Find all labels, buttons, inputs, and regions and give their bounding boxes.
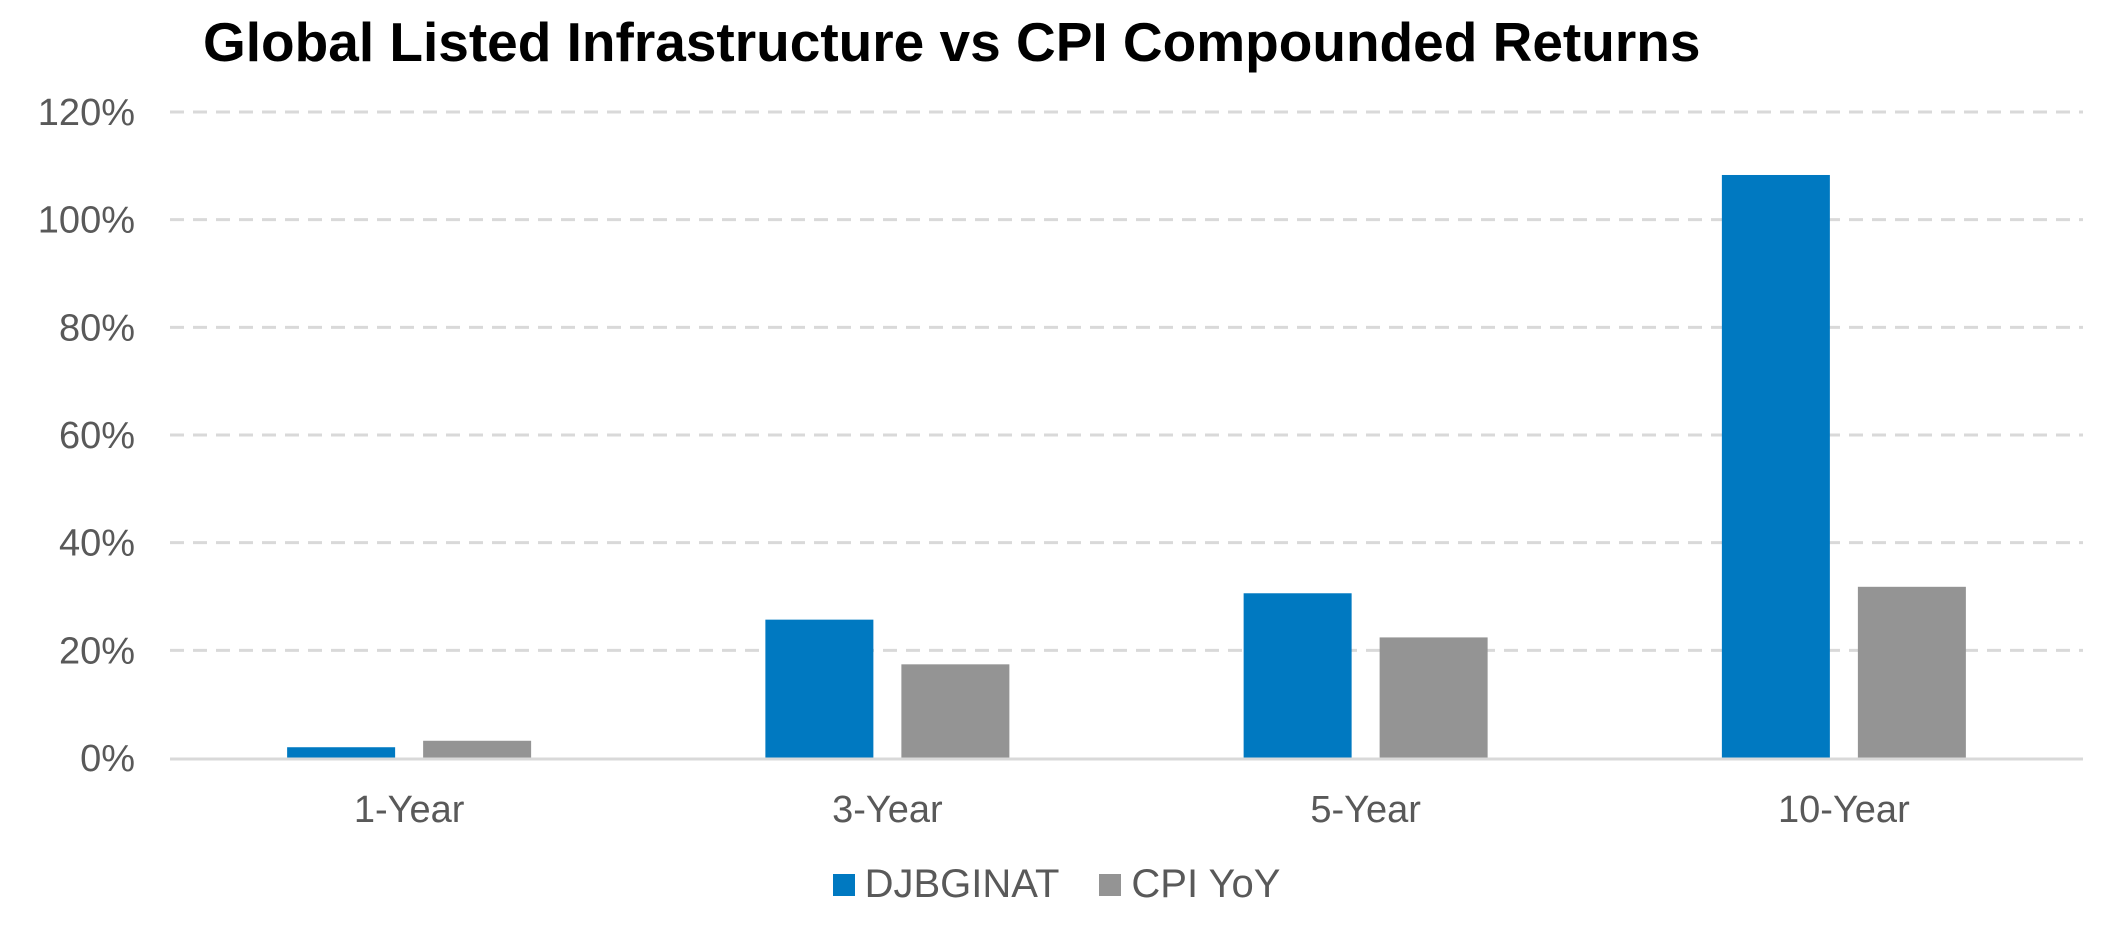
x-tick-label: 3-Year xyxy=(832,789,943,831)
legend-label-cpi-yoy: CPI YoY xyxy=(1131,862,1281,906)
y-tick-label: 120% xyxy=(38,92,135,134)
legend-swatch-djbginat xyxy=(832,873,855,896)
y-tick-label: 100% xyxy=(38,200,135,242)
bar-cpi-yoy-3-year xyxy=(901,664,1010,758)
y-tick-label: 40% xyxy=(59,523,135,565)
axes: 0% 20% 40% 60% 80% 100% 120% 1-Year 3-Year 5-Year… xyxy=(38,92,2083,831)
y-tick-label: 0% xyxy=(80,738,135,780)
x-tick-label: 1-Year xyxy=(354,789,465,831)
x-tick-label: 10-Year xyxy=(1778,789,1910,831)
y-tick-label: 20% xyxy=(59,630,135,672)
bar-cpi-yoy-10-year xyxy=(1857,586,1966,758)
y-tick-label: 80% xyxy=(59,307,135,349)
bar-djbginat-5-year xyxy=(1243,593,1352,758)
legend-label-djbginat: DJBGINAT xyxy=(864,862,1060,906)
bar-cpi-yoy-1-year xyxy=(423,740,532,758)
legend-item-djbginat: DJBGINAT xyxy=(832,862,1060,907)
chart-title: Global Listed Infrastructure vs CPI Comp… xyxy=(203,11,1701,73)
bar-cpi-yoy-5-year xyxy=(1379,637,1488,758)
bar-djbginat-3-year xyxy=(765,619,874,758)
bar-djbginat-1-year xyxy=(287,747,396,758)
legend-swatch-cpi-yoy xyxy=(1099,873,1122,896)
bars xyxy=(287,174,1966,759)
legend: DJBGINAT CPI YoY xyxy=(0,862,2113,907)
legend-item-cpi-yoy: CPI YoY xyxy=(1099,862,1280,907)
y-tick-label: 60% xyxy=(59,415,135,457)
x-tick-label: 5-Year xyxy=(1310,789,1421,831)
bar-djbginat-10-year xyxy=(1721,174,1830,759)
